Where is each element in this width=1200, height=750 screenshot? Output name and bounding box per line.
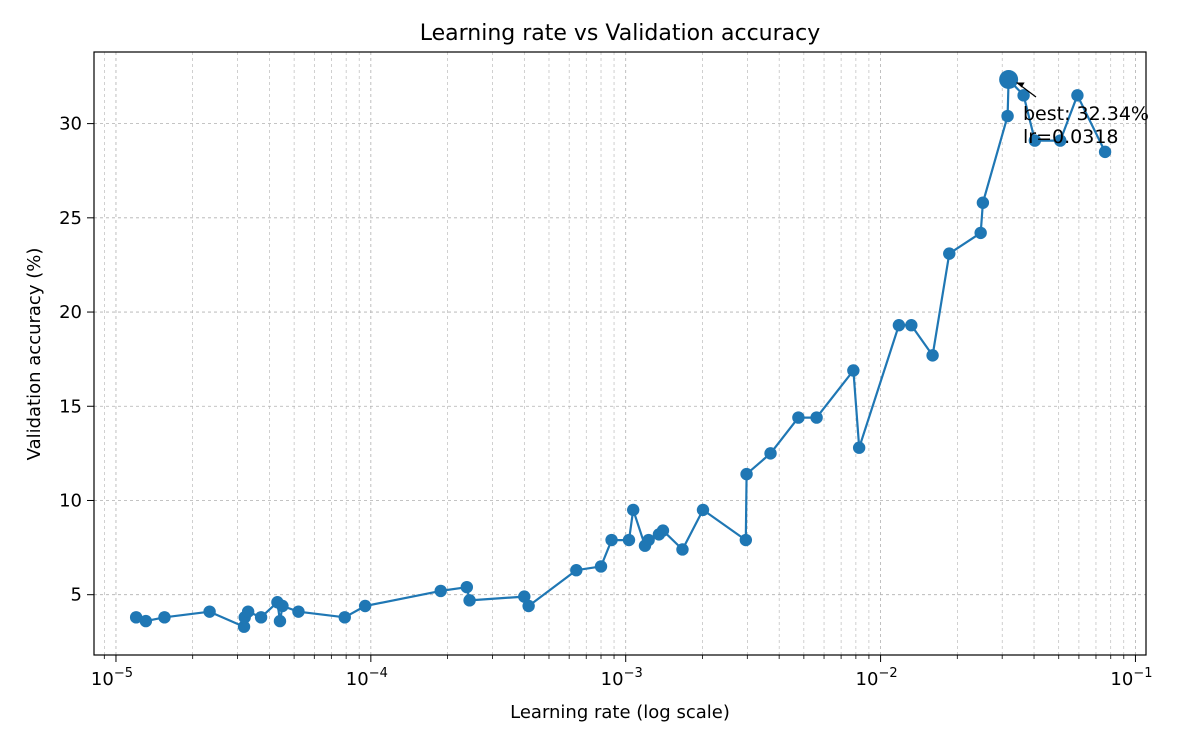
best-point-marker [999, 70, 1019, 90]
data-point [943, 247, 956, 260]
y-tick-label: 5 [71, 585, 82, 606]
annotation: best: 32.34% lr=0.0318 [1016, 82, 1149, 148]
data-point [463, 594, 476, 607]
x-tick-label: 10−4 [346, 666, 388, 690]
data-point [622, 533, 636, 547]
data-point [976, 196, 990, 209]
plot-frame [93, 51, 1147, 656]
data-point [129, 611, 143, 624]
data-point [642, 533, 655, 547]
data-point [847, 364, 860, 377]
data-point [1098, 145, 1112, 159]
data-point [358, 599, 372, 613]
data-point [852, 441, 866, 454]
data-point [1001, 109, 1014, 123]
data-point [1054, 134, 1067, 147]
data-point [158, 611, 171, 624]
data-point [338, 611, 351, 624]
x-tick-label: 10−2 [856, 666, 898, 690]
data-point [905, 319, 918, 332]
data-point [696, 503, 710, 517]
annotation-text-best: best: 32.34% [1023, 103, 1149, 125]
data-point [434, 584, 447, 598]
data-point [460, 580, 474, 594]
data-point [241, 605, 255, 618]
data-point [522, 599, 535, 613]
annotation-arrowhead [1016, 82, 1025, 88]
data-point [254, 611, 268, 624]
y-tick-label: 15 [59, 396, 82, 417]
data-point [810, 411, 823, 424]
y-tick-label: 25 [59, 208, 82, 229]
y-tick-label: 20 [59, 302, 82, 323]
data-point [656, 524, 670, 537]
data-point [792, 411, 805, 424]
y-axis-label: Validation accuracy (%) [24, 248, 45, 461]
x-axis-ticks: 10−5 10−4 10−3 10−2 10−1 [91, 655, 1152, 690]
data-point [676, 543, 689, 556]
data-point [739, 533, 753, 547]
data-point [740, 467, 753, 481]
data-point [594, 560, 608, 573]
data-point [974, 226, 987, 240]
data-point [605, 533, 618, 547]
data-point [892, 319, 906, 332]
data-point [1028, 134, 1042, 147]
data-point [276, 599, 289, 613]
y-tick-label: 30 [59, 114, 82, 135]
x-tick-label: 10−1 [1110, 666, 1152, 690]
data-point [237, 620, 251, 633]
data-point [518, 590, 531, 603]
data-point [570, 564, 583, 577]
data-point [292, 605, 305, 618]
data-point [1017, 89, 1030, 102]
data-point [139, 614, 153, 628]
y-axis-ticks: 5 10 15 20 25 30 [59, 114, 94, 606]
data-point [1071, 89, 1084, 102]
data-point [273, 614, 287, 628]
y-tick-label: 10 [59, 490, 82, 511]
annotation-text-lr: lr=0.0318 [1023, 126, 1119, 148]
data-point [203, 605, 216, 618]
data-point [626, 503, 640, 517]
data-point [764, 447, 777, 460]
data-point [926, 349, 939, 362]
series-layer [129, 70, 1112, 633]
x-tick-label: 10−3 [601, 666, 643, 690]
x-axis-label: Learning rate (log scale) [510, 702, 730, 723]
chart-title: Learning rate vs Validation accuracy [420, 21, 821, 46]
grid [94, 52, 1146, 655]
x-tick-label: 10−5 [91, 666, 133, 690]
